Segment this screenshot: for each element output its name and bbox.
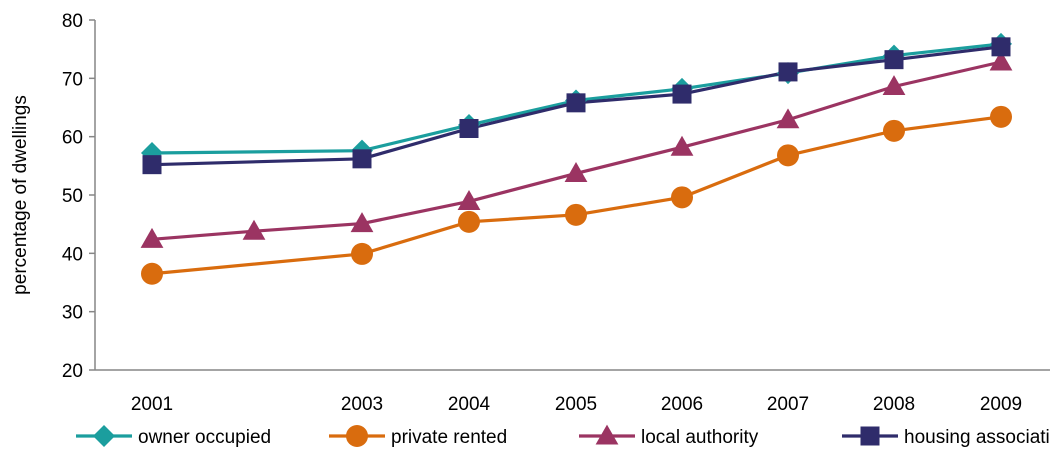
legend-item: local authority — [579, 424, 759, 448]
x-tick-label: 2005 — [555, 394, 597, 415]
x-tick-label: 2004 — [448, 394, 491, 415]
data-point-marker — [350, 212, 374, 233]
y-tick-label: 60 — [62, 128, 83, 149]
x-tick-label: 2003 — [341, 394, 383, 415]
data-point-marker — [142, 155, 162, 175]
legend-label: housing association — [904, 427, 1050, 448]
legend-marker-swatch — [93, 425, 115, 447]
data-point-marker — [991, 37, 1011, 57]
data-point-marker — [884, 50, 904, 70]
y-tick-label: 30 — [62, 303, 83, 324]
legend-item: owner occupied — [76, 425, 271, 448]
legend-label: owner occupied — [138, 427, 271, 448]
series-line — [151, 115, 1002, 276]
legend-label: private rented — [391, 427, 507, 448]
data-point-marker — [458, 210, 480, 233]
x-tick-label: 2008 — [873, 394, 915, 415]
legend-item: private rented — [329, 425, 507, 448]
x-tick-label: 2001 — [131, 394, 173, 415]
data-point-marker — [776, 108, 800, 129]
data-point-marker — [141, 262, 163, 285]
data-point-marker — [883, 119, 905, 142]
data-point-marker — [459, 119, 479, 138]
y-tick-label: 50 — [62, 186, 83, 207]
legend-label: local authority — [641, 427, 759, 448]
data-point-marker — [565, 203, 587, 226]
legend-item: housing association — [842, 426, 1050, 448]
legend-marker-swatch — [860, 426, 880, 446]
y-tick-label: 20 — [62, 361, 83, 382]
data-point-marker — [989, 50, 1013, 71]
data-point-marker — [882, 75, 906, 96]
legend-marker-swatch — [346, 425, 368, 447]
y-axis-title: percentage of dwellings — [10, 95, 31, 295]
data-point-marker — [566, 93, 586, 113]
data-point-marker — [351, 242, 373, 265]
series-line — [151, 45, 1002, 167]
series-line — [151, 42, 1002, 155]
data-point-marker — [242, 219, 266, 240]
y-tick-label: 80 — [62, 11, 83, 32]
y-tick-label: 70 — [62, 69, 83, 90]
x-tick-label: 2009 — [980, 394, 1022, 415]
x-tick-label: 2007 — [767, 394, 809, 415]
data-point-marker — [140, 227, 164, 248]
data-point-marker — [670, 135, 694, 156]
data-point-marker — [671, 186, 693, 209]
x-tick-label: 2006 — [661, 394, 703, 415]
y-tick-label: 40 — [62, 244, 83, 265]
legend-marker-swatch — [595, 424, 619, 445]
data-point-marker — [990, 105, 1012, 128]
data-point-marker — [564, 162, 588, 182]
data-point-marker — [457, 190, 481, 210]
data-point-marker — [778, 62, 798, 82]
data-point-marker — [672, 84, 692, 104]
data-point-marker — [352, 149, 372, 169]
data-point-marker — [777, 144, 799, 167]
